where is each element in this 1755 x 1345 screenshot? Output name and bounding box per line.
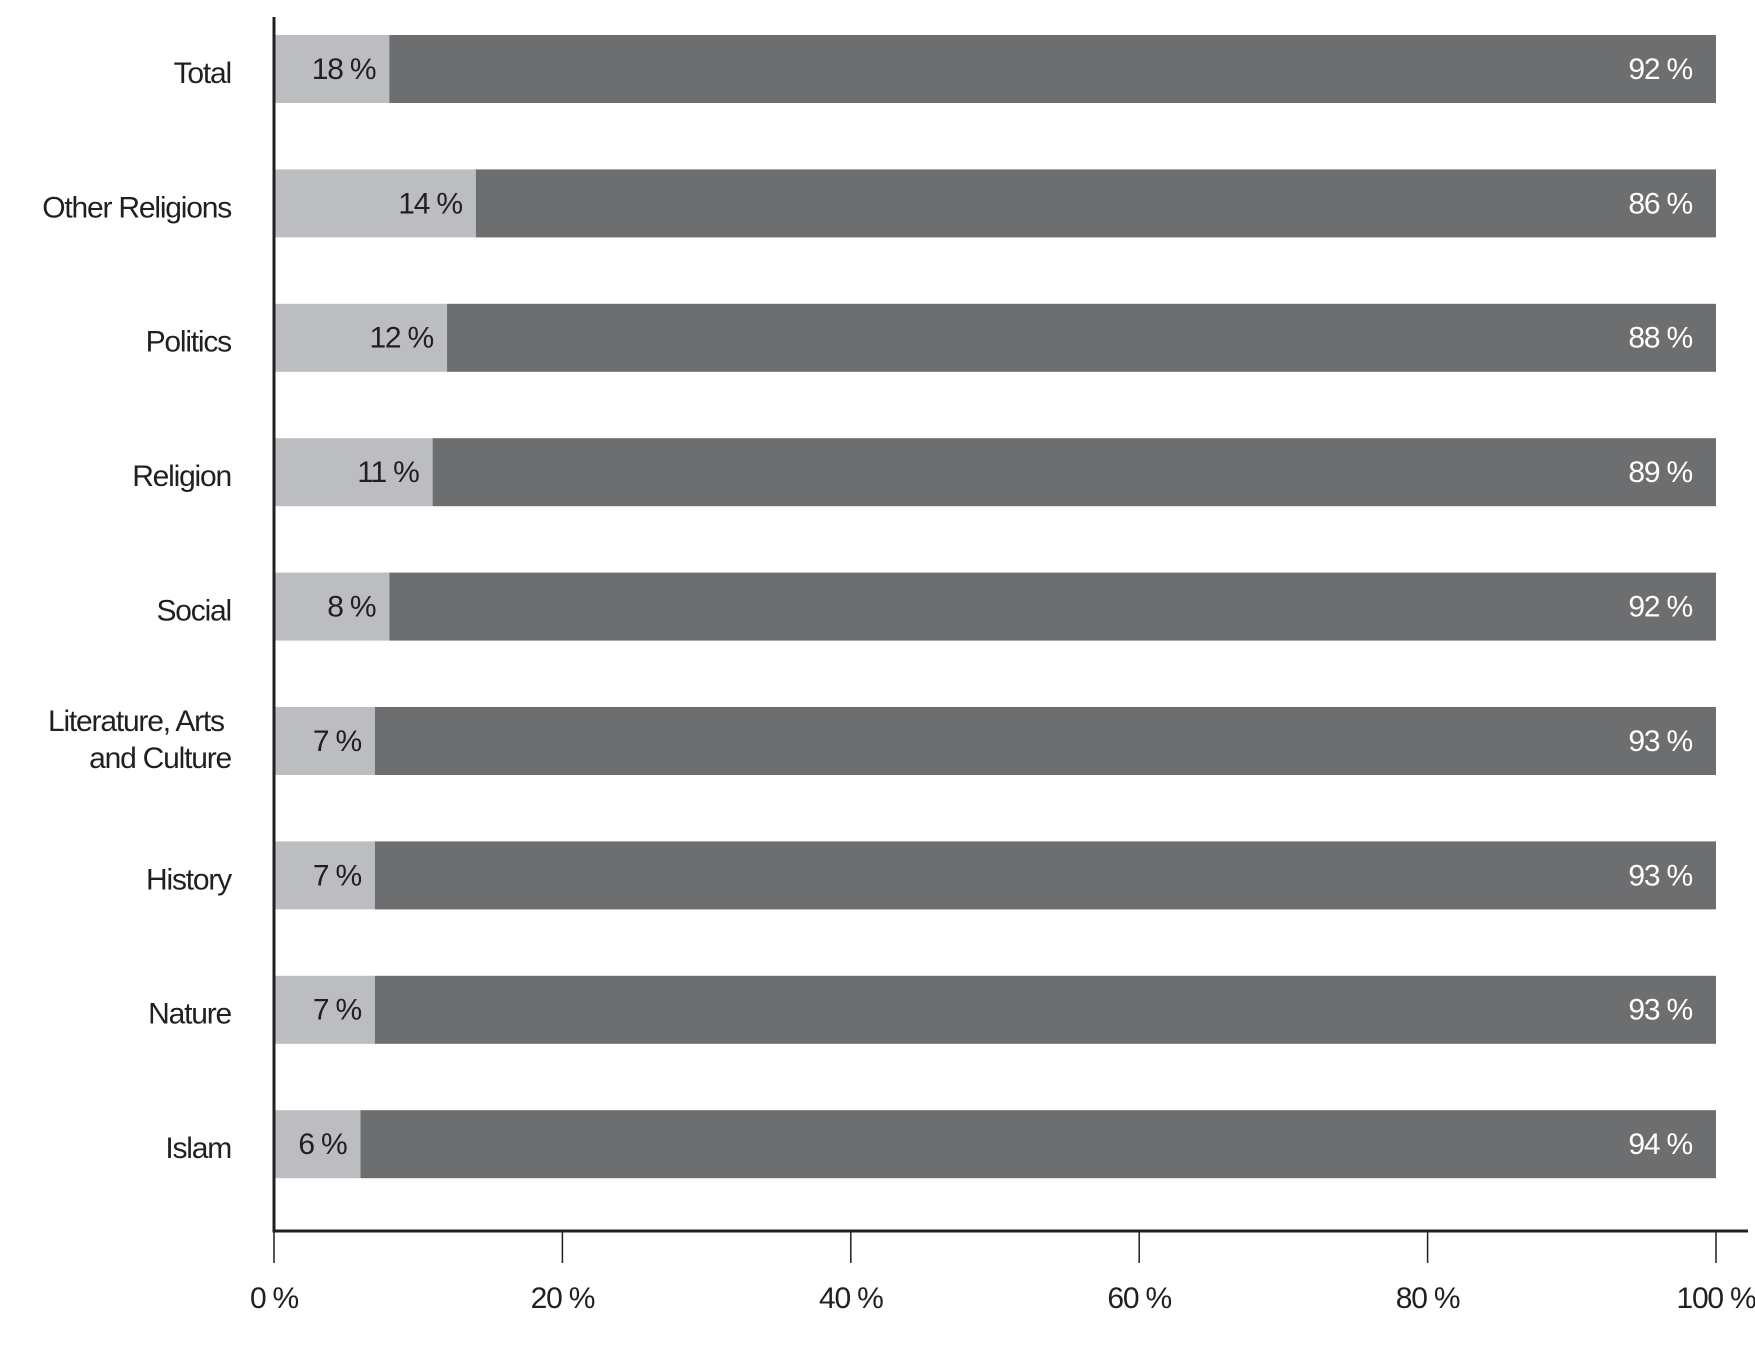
- bar-segment: [447, 303, 1716, 372]
- bar-segment: [274, 707, 375, 775]
- x-tick-label: 40 %: [819, 1282, 883, 1315]
- x-tick-label: 0 %: [250, 1282, 299, 1315]
- value-label: 7 %: [313, 859, 362, 892]
- value-label: 8 %: [327, 591, 376, 624]
- y-tick-label: History: [146, 863, 232, 896]
- value-label: 86 %: [1628, 187, 1692, 220]
- bar-segment: [274, 1110, 361, 1179]
- bar-segment: [389, 572, 1716, 641]
- value-label: 93 %: [1628, 994, 1692, 1027]
- value-label: 11 %: [357, 456, 419, 489]
- bar-segment: [475, 169, 1716, 238]
- value-label: 92 %: [1628, 53, 1692, 86]
- y-tick-label: Social: [156, 595, 231, 628]
- bar-segment: [274, 841, 375, 910]
- value-label: 14 %: [398, 187, 462, 220]
- bar-segment: [274, 169, 476, 238]
- bar-segment: [274, 438, 433, 507]
- value-label: 7 %: [313, 725, 362, 758]
- y-tick-label: Other Religions: [42, 191, 231, 224]
- bar-segment: [274, 572, 390, 641]
- value-label: 88 %: [1628, 322, 1692, 355]
- value-label: 12 %: [369, 322, 433, 355]
- value-label: 94 %: [1628, 1128, 1692, 1161]
- bar-segment: [360, 1110, 1716, 1179]
- y-tick-label: Islam: [165, 1132, 231, 1165]
- y-tick-label: Nature: [148, 998, 231, 1031]
- y-tick-label: Religion: [132, 460, 231, 493]
- x-tick-label: 60 %: [1107, 1282, 1171, 1315]
- value-label: 89 %: [1628, 456, 1692, 489]
- bar-segment: [374, 707, 1717, 775]
- x-tick-label: 80 %: [1396, 1282, 1460, 1315]
- bar-segment: [374, 841, 1717, 910]
- bar-segment: [432, 438, 1716, 507]
- value-label: 6 %: [298, 1128, 347, 1161]
- x-tick-label: 100 %: [1676, 1282, 1755, 1315]
- value-label: 7 %: [313, 994, 362, 1027]
- bar-segment: [274, 303, 448, 372]
- y-tick-label: Literature, Arts and Culture: [48, 705, 232, 775]
- x-tick-label: 20 %: [531, 1282, 595, 1315]
- value-label: 92 %: [1628, 591, 1692, 624]
- bar-segment: [374, 975, 1717, 1044]
- bar-segment: [389, 35, 1716, 103]
- value-label: 93 %: [1628, 725, 1692, 758]
- y-tick-label: Total: [174, 57, 231, 90]
- value-label: 18 %: [312, 53, 376, 86]
- y-tick-label: Politics: [146, 326, 232, 359]
- value-label: 93 %: [1628, 859, 1692, 892]
- bar-segment: [274, 975, 375, 1044]
